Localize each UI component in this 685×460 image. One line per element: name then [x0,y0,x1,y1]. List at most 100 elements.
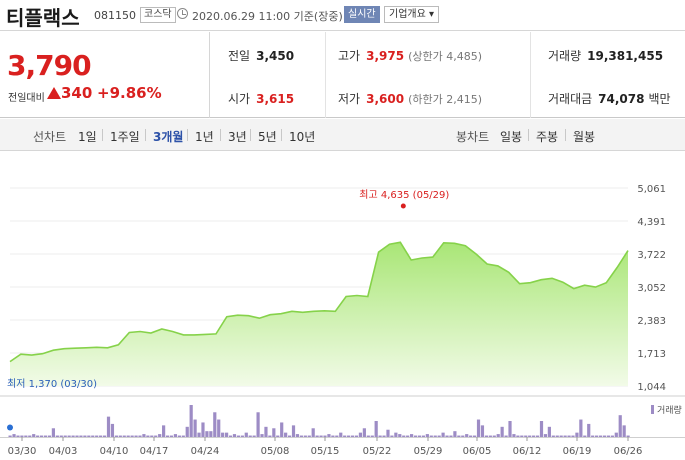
volume-bar [284,432,288,437]
tab-1day[interactable]: 1일 [78,130,97,144]
volume-bar [520,435,524,437]
tab-monthly-candle[interactable]: 월봉 [573,130,596,144]
volume-bar [591,435,595,437]
volume-bar [378,435,382,437]
volume-bar [213,412,217,437]
volume-bar [575,432,579,437]
volume-bar [528,435,532,437]
volume-bar [106,416,111,437]
volume-bar [307,435,311,437]
volume-bar [20,435,24,437]
tab-1year[interactable]: 1년 [195,130,214,144]
volume-bar [272,428,276,437]
x-tick-label: 06/19 [563,446,592,457]
volume-bar [441,432,445,437]
volume-bar [496,434,500,437]
volume-bar [114,435,118,437]
volume-bar [55,435,59,437]
volume-bar [362,428,366,437]
divider [145,129,146,141]
volume-bar [606,435,611,437]
x-tick-label: 05/15 [311,446,340,457]
volume-bar [181,435,185,437]
min-annotation: 최저 1,370 (03/30) [7,378,97,390]
tab-weekly-candle[interactable]: 주봉 [536,130,559,144]
volume-bar [413,435,418,437]
realtime-button[interactable]: 실시간 [344,6,380,23]
volume-bar [449,435,453,437]
volume-bar [224,432,229,437]
volume-bar [461,435,465,437]
stat-trade-value: 거래대금 74,078 백만 [548,92,671,106]
x-tick-label: 04/10 [100,446,129,457]
company-info-dropdown[interactable]: 기업개요 ▾ [384,6,439,23]
volume-bar [524,435,528,437]
volume-bar [358,432,363,437]
volume-bar [299,435,303,437]
volume-bar [335,435,339,437]
stat-low: 저가 3,600 (하한가 2,415) [338,92,482,106]
volume-bar [398,434,402,437]
tab-5years[interactable]: 5년 [258,130,277,144]
volume-bar [469,435,473,437]
volume-bar [295,434,300,437]
volume-bar [67,435,71,437]
volume-bar [567,435,571,437]
tab-10years[interactable]: 10년 [289,130,316,144]
volume-bar [110,423,115,437]
tab-3months[interactable]: 3개월 [153,130,184,144]
current-price: 3,790 [7,49,92,82]
volume-bar [24,435,28,437]
divider [325,32,326,118]
price-panel: 3,790 전일대비 340 +9.86% 전일 3,450 고가 3,975 (상한… [0,32,685,118]
price-area [10,242,628,386]
volume-bar [535,435,540,437]
volume-bar [457,435,461,437]
volume-bar [75,435,79,437]
max-annotation: 최고 4,635 (05/29) [359,189,449,201]
tab-1week[interactable]: 1주일 [110,130,140,144]
stock-header: 티플랙스 081150 코스닥 2020.06.29 11:00 기준(장중) … [0,0,685,31]
volume-bar [516,435,520,437]
volume-bar [311,428,315,437]
volume-bar [276,435,280,437]
volume-bar [512,434,516,437]
price-change: 340 [61,84,93,102]
stock-name: 티플랙스 [6,6,80,30]
volume-bar [201,422,205,437]
x-tick-label: 04/03 [49,446,78,457]
volume-bar [402,435,406,437]
volume-bar [32,434,36,437]
volume-bar [571,435,575,437]
market-badge: 코스닥 [140,7,176,23]
line-chart-label: 선차트 [33,130,67,144]
volume-bar [547,426,551,437]
volume-bar [354,435,359,437]
volume-bar [185,426,189,437]
stock-code: 081150 [94,9,136,22]
volume-bar [130,435,134,437]
volume-bar [476,419,481,437]
volume-bar [563,435,567,437]
volume-bar [280,422,284,437]
volume-bar [12,434,16,437]
volume-bar [331,435,335,437]
volume-bar [205,431,209,437]
volume-bar [492,435,496,437]
volume-bar [339,432,343,437]
volume-bar [626,435,630,437]
y-tick-label: 1,044 [637,382,666,393]
volume-bar [209,431,213,437]
tab-daily-candle[interactable]: 일봉 [500,130,523,144]
volume-bar [197,432,201,437]
volume-bar [386,429,390,437]
volume-bar [382,435,386,437]
y-tick-label: 5,061 [637,184,666,195]
candle-chart-label: 봉차트 [456,130,490,144]
volume-bar [323,435,327,437]
volume-bar [445,435,449,437]
volume-bar [488,435,492,437]
tab-3years[interactable]: 3년 [228,130,247,144]
volume-bar [319,435,323,437]
